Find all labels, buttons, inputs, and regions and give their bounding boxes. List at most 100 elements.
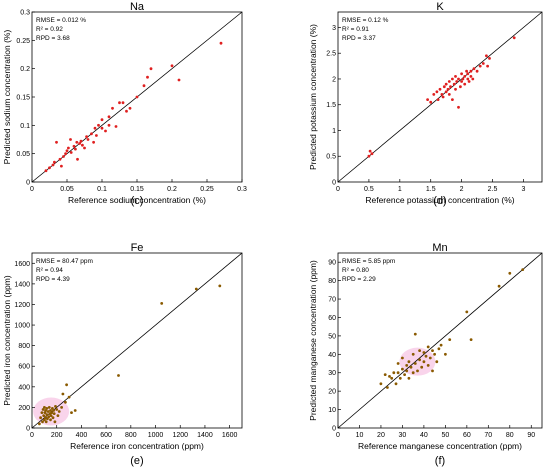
- data-point: [76, 157, 79, 161]
- panel-title: Mn: [432, 242, 447, 254]
- data-point: [62, 155, 65, 158]
- y-axis-label: Predicted iron concentration (ppm): [2, 275, 12, 406]
- data-point: [383, 373, 387, 376]
- data-point: [455, 80, 459, 83]
- data-point: [53, 420, 57, 424]
- data-point: [67, 146, 70, 150]
- data-point: [469, 75, 473, 78]
- data-point: [49, 409, 52, 412]
- data-point: [444, 82, 448, 86]
- x-tick-label: 800: [125, 432, 137, 439]
- data-point: [107, 115, 111, 119]
- data-point: [104, 129, 107, 133]
- y-tick-label: 0: [26, 426, 30, 433]
- data-point: [85, 135, 88, 139]
- data-point: [57, 410, 61, 413]
- data-point: [441, 95, 445, 99]
- data-point: [40, 411, 44, 414]
- y-tick-label: 3: [332, 25, 336, 32]
- data-point: [100, 118, 104, 122]
- data-point: [446, 87, 450, 91]
- data-point: [438, 87, 442, 91]
- stat-line: RMSE = 0.012 %: [36, 17, 86, 24]
- y-tick-label: 1200: [14, 302, 30, 309]
- data-point: [409, 365, 413, 369]
- data-point: [424, 354, 428, 358]
- data-point: [149, 67, 153, 71]
- y-tick-label: 60: [328, 315, 336, 322]
- x-tick-label: 30: [399, 432, 407, 439]
- data-point: [390, 376, 394, 380]
- y-tick-label: 70: [328, 297, 336, 304]
- data-point: [125, 109, 128, 113]
- data-point: [56, 414, 60, 417]
- panel-k: K 0 0.5 1 1.5 2 2.5 3 0 0.5 1 1.5 2 2.5 3 Reference pot…: [308, 1, 543, 207]
- data-point: [100, 126, 104, 130]
- data-point: [47, 406, 51, 409]
- y-tick-label: 200: [18, 405, 30, 412]
- data-point: [413, 332, 417, 336]
- data-point: [41, 420, 44, 424]
- data-point: [469, 338, 473, 341]
- data-point: [86, 138, 90, 141]
- stat-line: RPD = 3.68: [36, 35, 70, 42]
- x-tick-label: 0.3: [237, 186, 247, 193]
- x-tick-label: 200: [51, 432, 63, 439]
- panel-letter: (d): [433, 195, 446, 207]
- data-point: [447, 93, 451, 96]
- data-point: [51, 163, 55, 167]
- data-point: [432, 93, 436, 96]
- stat-line: RPD = 2.29: [342, 276, 376, 283]
- data-point: [422, 360, 426, 364]
- x-tick-label: 20: [377, 432, 385, 439]
- data-point: [413, 362, 417, 365]
- data-point: [93, 126, 97, 130]
- data-point: [426, 98, 429, 101]
- data-point: [111, 106, 114, 110]
- data-point: [118, 101, 121, 105]
- data-point: [396, 371, 400, 375]
- data-point: [451, 77, 454, 81]
- y-tick-label: 2.5: [326, 51, 336, 58]
- data-point: [460, 72, 463, 76]
- data-point: [379, 382, 383, 386]
- data-point: [457, 77, 460, 81]
- data-point: [463, 75, 467, 78]
- data-point: [46, 417, 49, 421]
- panel-mn: Mn 0 10 20 30 40 50 60 70 80 90 0 10 20 30 40 50 60 70 80 90…: [308, 242, 543, 467]
- x-axis-label: Reference sodium concentration (%): [68, 195, 206, 205]
- data-point: [469, 69, 473, 73]
- data-point: [481, 62, 485, 65]
- data-point: [121, 101, 125, 105]
- data-point: [53, 160, 56, 164]
- data-point: [45, 407, 49, 410]
- data-point: [433, 352, 436, 356]
- data-point: [90, 132, 93, 136]
- data-point: [486, 64, 489, 68]
- data-point: [398, 376, 402, 380]
- data-point: [50, 411, 54, 414]
- y-tick-label: 1600: [14, 261, 30, 268]
- data-point: [41, 408, 45, 411]
- data-point: [488, 57, 491, 60]
- data-point: [49, 418, 52, 422]
- data-point: [401, 356, 404, 360]
- x-tick-label: 2.5: [488, 186, 498, 193]
- y-tick-label: 400: [18, 384, 30, 391]
- data-point: [440, 93, 444, 96]
- y-tick-label: 0: [332, 180, 336, 187]
- data-point: [472, 67, 476, 71]
- x-tick-label: 60: [463, 432, 471, 439]
- data-point: [405, 369, 409, 373]
- data-point: [459, 85, 462, 89]
- y-tick-label: 0.25: [16, 38, 30, 45]
- y-tick-label: 0.5: [326, 154, 336, 161]
- data-point: [107, 123, 111, 127]
- data-point: [42, 414, 46, 417]
- data-point: [437, 347, 441, 351]
- data-point: [478, 64, 482, 68]
- x-tick-label: 0.05: [60, 186, 74, 193]
- data-point: [465, 69, 468, 73]
- data-point: [466, 77, 470, 81]
